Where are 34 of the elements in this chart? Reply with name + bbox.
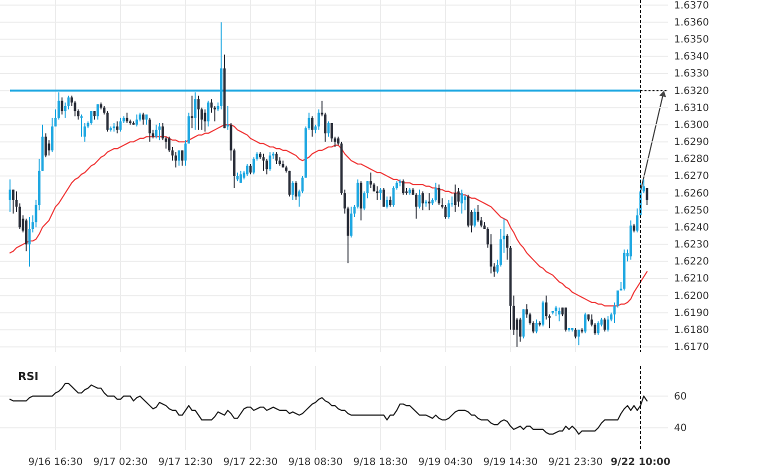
x-tick-label: 9/17 12:30 <box>158 457 213 468</box>
y-tick-label: 1.6260 <box>674 188 709 200</box>
y-tick-label: 1.6200 <box>674 290 709 302</box>
y-tick-label: 1.6330 <box>674 68 709 80</box>
y-tick-label: 60 <box>674 391 687 402</box>
x-tick-label: 9/17 02:30 <box>93 457 148 468</box>
y-tick-label: 1.6360 <box>674 17 709 28</box>
y-tick-label: 1.6210 <box>674 274 709 285</box>
x-tick-label: 9/19 04:30 <box>418 457 473 468</box>
y-tick-label: 1.6250 <box>674 205 709 216</box>
x-tick-label: 9/22 10:00 <box>610 457 670 468</box>
y-tick-label: 1.6270 <box>674 171 709 182</box>
x-tick-label: 9/18 18:30 <box>353 457 408 468</box>
y-tick-label: 1.6230 <box>674 240 709 251</box>
y-tick-label: 1.6370 <box>674 0 709 12</box>
x-tick-label: 9/19 14:30 <box>483 457 538 468</box>
x-tick-label: 9/21 23:30 <box>548 457 603 468</box>
y-tick-label: 1.6310 <box>674 102 709 114</box>
y-tick-label: 1.6290 <box>674 137 709 148</box>
x-tick-label: 9/16 16:30 <box>28 457 83 468</box>
y-tick-label: 1.6300 <box>674 120 709 131</box>
y-tick-label: 1.6180 <box>674 324 709 336</box>
y-tick-label: 40 <box>674 423 687 434</box>
y-tick-label: 1.6340 <box>674 52 709 63</box>
y-tick-label: 1.6240 <box>674 222 709 234</box>
x-tick-label: 9/17 22:30 <box>223 457 278 468</box>
y-tick-label: 1.6220 <box>674 256 709 268</box>
y-tick-label: 1.6350 <box>674 34 709 46</box>
y-tick-label: 1.6190 <box>674 308 709 319</box>
chart-title: RSI <box>18 370 38 383</box>
y-tick-label: 1.6170 <box>674 342 709 354</box>
x-tick-label: 9/18 08:30 <box>288 457 343 468</box>
y-tick-label: 1.6320 <box>674 86 709 97</box>
y-tick-label: 1.6280 <box>674 154 709 166</box>
